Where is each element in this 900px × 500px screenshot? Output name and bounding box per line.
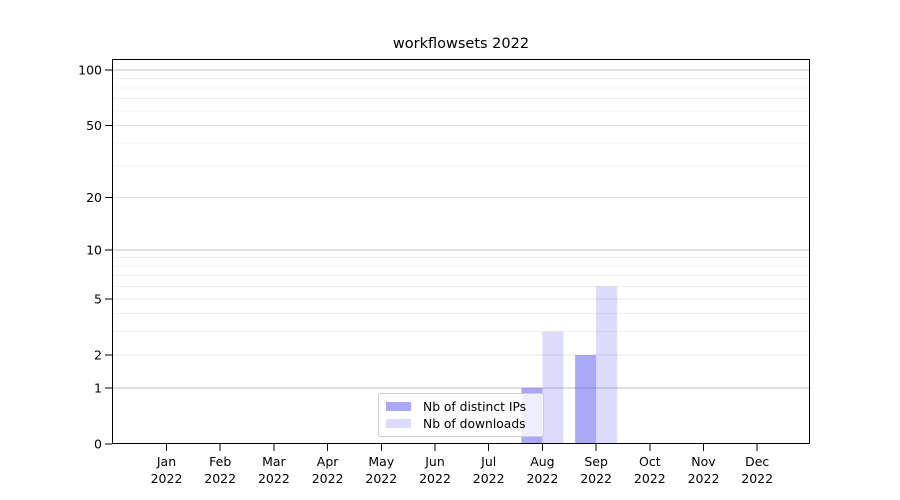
y-tick-label: 0 xyxy=(94,437,102,452)
x-tick-label-year: 2022 xyxy=(312,471,344,486)
x-tick-label-year: 2022 xyxy=(580,471,612,486)
x-tick-label-month: Sep xyxy=(584,454,608,469)
x-tick-label-year: 2022 xyxy=(365,471,397,486)
x-tick-label-year: 2022 xyxy=(419,471,451,486)
x-tick-label-year: 2022 xyxy=(634,471,666,486)
legend-label-downloads: Nb of downloads xyxy=(423,416,526,431)
legend-swatch-downloads xyxy=(386,419,411,428)
x-tick-label-year: 2022 xyxy=(204,471,236,486)
x-tick-label-month: Feb xyxy=(209,454,231,469)
chart-title: workflowsets 2022 xyxy=(392,36,530,52)
x-tick-label-year: 2022 xyxy=(741,471,773,486)
y-tick-label: 10 xyxy=(86,242,102,257)
x-tick-label-month: Nov xyxy=(691,454,716,469)
x-tick-label-month: May xyxy=(368,454,394,469)
bar-nb-of-downloads-aug xyxy=(542,331,564,444)
x-tick-label-month: Dec xyxy=(745,454,769,469)
x-tick-label-month: Jun xyxy=(424,454,445,469)
bar-nb-of-distinct-ips-sep xyxy=(575,355,597,444)
x-tick-label-year: 2022 xyxy=(258,471,290,486)
x-tick-label-month: Mar xyxy=(262,454,286,469)
x-tick-label-year: 2022 xyxy=(526,471,558,486)
y-tick-label: 100 xyxy=(78,63,102,78)
y-tick-label: 1 xyxy=(94,380,102,395)
y-tick-label: 2 xyxy=(94,348,102,363)
legend-entry-downloads: Nb of downloads xyxy=(386,415,537,432)
x-tick-label-month: Oct xyxy=(639,454,661,469)
plot-border xyxy=(112,59,810,444)
bar-nb-of-downloads-sep xyxy=(596,286,618,444)
x-tick-label-year: 2022 xyxy=(151,471,183,486)
x-tick-label-month: Apr xyxy=(317,454,339,469)
x-tick-label-month: Jul xyxy=(480,454,496,469)
x-tick-label-month: Aug xyxy=(530,454,554,469)
x-tick-label-year: 2022 xyxy=(688,471,720,486)
legend: Nb of distinct IPs Nb of downloads xyxy=(378,393,544,437)
legend-swatch-distinct-ips xyxy=(386,402,411,411)
legend-label-distinct-ips: Nb of distinct IPs xyxy=(423,399,527,414)
x-tick-label-year: 2022 xyxy=(473,471,505,486)
y-tick-label: 20 xyxy=(86,190,102,205)
x-tick-label-month: Jan xyxy=(156,454,176,469)
legend-entry-distinct-ips: Nb of distinct IPs xyxy=(386,398,537,415)
y-tick-label: 5 xyxy=(94,291,102,306)
y-tick-label: 50 xyxy=(86,118,102,133)
